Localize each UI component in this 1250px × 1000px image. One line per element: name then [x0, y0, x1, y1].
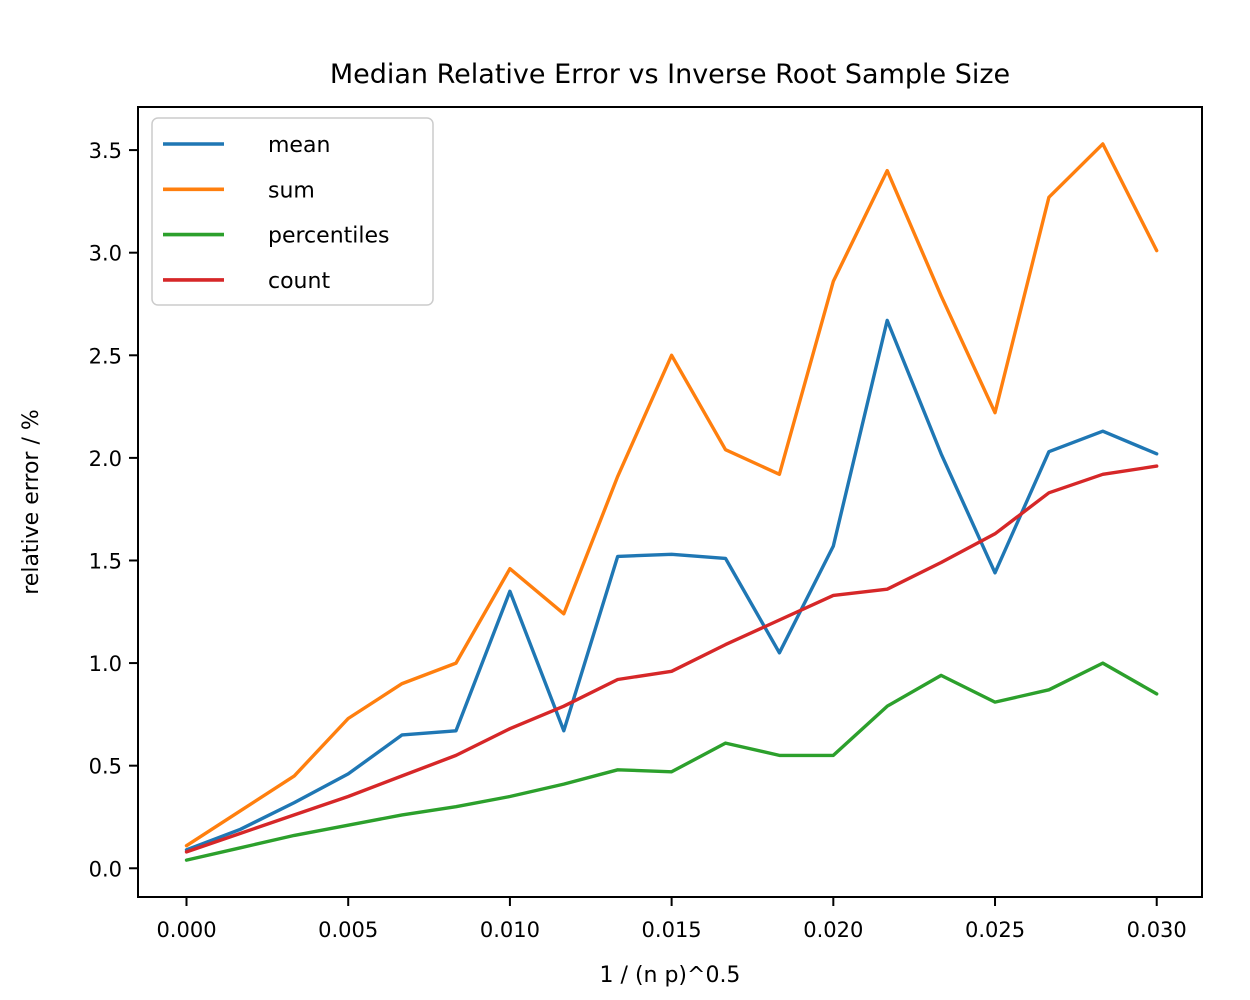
y-axis-label: relative error / % — [19, 409, 44, 595]
y-tick-label: 2.0 — [89, 447, 122, 471]
plot-area — [137, 106, 1203, 898]
legend: mean sum percentiles count — [151, 117, 434, 306]
x-tick-label: 0.020 — [803, 918, 863, 942]
y-tick-label: 1.5 — [89, 549, 122, 573]
legend-item-mean: mean — [163, 133, 330, 158]
y-tick-label: 2.5 — [89, 344, 122, 368]
y-tick-label: 1.0 — [89, 652, 122, 676]
x-tick-label: 0.025 — [965, 918, 1025, 942]
legend-item-percentiles: percentiles — [163, 224, 389, 249]
legend-item-label: mean — [268, 133, 330, 158]
x-tick-label: 0.000 — [156, 918, 216, 942]
legend-item-label: sum — [268, 178, 315, 203]
x-tick-label: 0.015 — [642, 918, 702, 942]
legend-item-count: count — [163, 269, 330, 294]
chart-title: Median Relative Error vs Inverse Root Sa… — [330, 59, 1010, 90]
series-lines — [184, 142, 1159, 862]
axis-ticks: 0.000 0.005 0.010 0.015 0.020 0.025 0.030 0.0 0.… — [89, 139, 1187, 942]
x-tick-label: 0.030 — [1127, 918, 1187, 942]
x-tick-label: 0.010 — [480, 918, 540, 942]
series-line-mean — [184, 318, 1159, 852]
legend-item-label: count — [268, 269, 330, 294]
legend-item-label: percentiles — [268, 224, 389, 249]
series-line-sum — [184, 142, 1159, 848]
y-tick-label: 3.5 — [89, 139, 122, 163]
series-line-count — [184, 464, 1159, 854]
legend-box — [151, 117, 434, 306]
series-line-percentiles — [184, 661, 1159, 862]
y-tick-label: 0.5 — [89, 755, 122, 779]
legend-item-sum: sum — [163, 178, 315, 203]
x-tick-label: 0.005 — [318, 918, 378, 942]
x-axis-label: 1 / (n p)^0.5 — [600, 963, 741, 988]
y-tick-label: 3.0 — [89, 242, 122, 266]
y-tick-label: 0.0 — [89, 857, 122, 881]
